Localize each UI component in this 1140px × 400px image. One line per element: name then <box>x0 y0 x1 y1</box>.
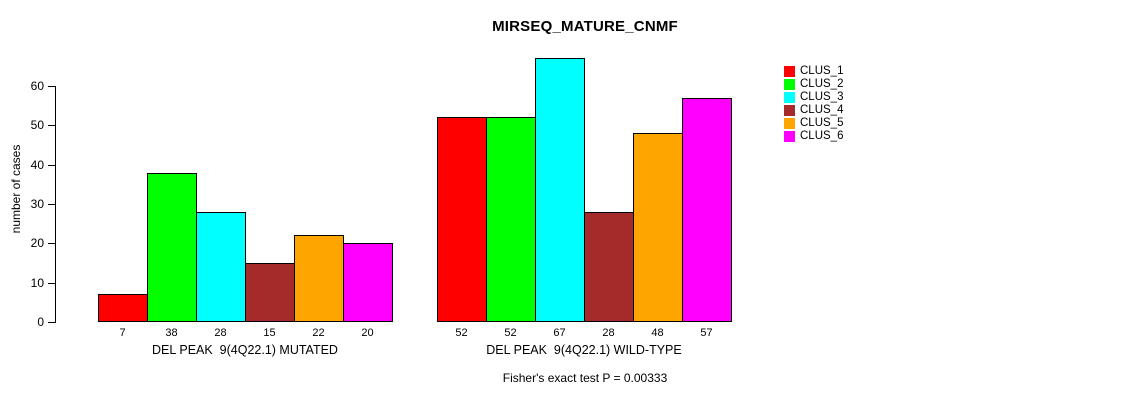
legend-label-clus_3: CLUS_3 <box>800 91 844 103</box>
bar-clus_5-group1 <box>294 235 344 322</box>
chart-title: MIRSEQ_MATURE_CNMF <box>492 18 678 35</box>
bar-clus_3-group2 <box>535 58 585 322</box>
y-axis-tick <box>48 283 55 284</box>
bar-value-label: 52 <box>455 327 468 339</box>
bar-clus_5-group2 <box>633 133 683 322</box>
y-axis-tick <box>48 322 55 323</box>
legend-label-clus_5: CLUS_5 <box>800 117 844 129</box>
annotation-text: Fisher's exact test P = 0.00333 <box>502 371 668 385</box>
bar-clus_6-group2 <box>682 98 732 322</box>
legend-swatch-clus_3 <box>784 92 795 103</box>
y-axis-tick-label: 20 <box>30 236 44 250</box>
bar-value-label: 20 <box>361 327 374 339</box>
legend-label-clus_1: CLUS_1 <box>800 65 844 77</box>
bar-value-label: 22 <box>312 327 325 339</box>
legend-label-clus_2: CLUS_2 <box>800 78 844 90</box>
bar-clus_1-group2 <box>437 117 487 322</box>
bar-clus_4-group2 <box>584 212 634 322</box>
bar-clus_1-group1 <box>98 294 148 322</box>
bar-value-label: 57 <box>700 327 713 339</box>
bar-clus_6-group1 <box>343 243 393 322</box>
legend-swatch-clus_6 <box>784 131 795 142</box>
y-axis-tick-label: 60 <box>30 79 44 93</box>
legend-swatch-clus_4 <box>784 105 795 116</box>
y-axis-tick-label: 40 <box>30 158 44 172</box>
bar-value-label: 67 <box>553 327 566 339</box>
legend-label-clus_4: CLUS_4 <box>800 104 844 116</box>
y-axis-tick <box>48 86 55 87</box>
y-axis-tick-label: 50 <box>30 118 44 132</box>
bar-clus_4-group1 <box>245 263 295 322</box>
bar-value-label: 38 <box>165 327 178 339</box>
bar-value-label: 48 <box>651 327 664 339</box>
y-axis-tick <box>48 165 55 166</box>
y-axis-tick <box>48 125 55 126</box>
legend-swatch-clus_5 <box>784 118 795 129</box>
legend-swatch-clus_2 <box>784 79 795 90</box>
y-axis-tick-label: 30 <box>30 197 44 211</box>
group-label-1: DEL PEAK 9(4Q22.1) MUTATED <box>152 343 338 357</box>
y-axis-tick <box>48 243 55 244</box>
bar-value-label: 28 <box>602 327 615 339</box>
bar-clus_3-group1 <box>196 212 246 322</box>
bar-value-label: 52 <box>504 327 517 339</box>
legend: CLUS_1 CLUS_2 CLUS_3 CLUS_4 CLUS_5 CLUS_6 <box>775 61 895 151</box>
y-axis-tick <box>48 204 55 205</box>
y-axis-tick-label: 10 <box>30 276 44 290</box>
bar-value-label: 15 <box>263 327 276 339</box>
bar-clus_2-group1 <box>147 173 197 322</box>
y-axis-tick-label: 0 <box>37 315 44 329</box>
y-axis-line <box>55 86 56 323</box>
legend-swatch-clus_1 <box>784 66 795 77</box>
bar-value-label: 7 <box>119 327 126 339</box>
bar-clus_2-group2 <box>486 117 536 322</box>
legend-label-clus_6: CLUS_6 <box>800 130 844 142</box>
bar-value-label: 28 <box>214 327 227 339</box>
group-label-2: DEL PEAK 9(4Q22.1) WILD-TYPE <box>486 343 682 357</box>
